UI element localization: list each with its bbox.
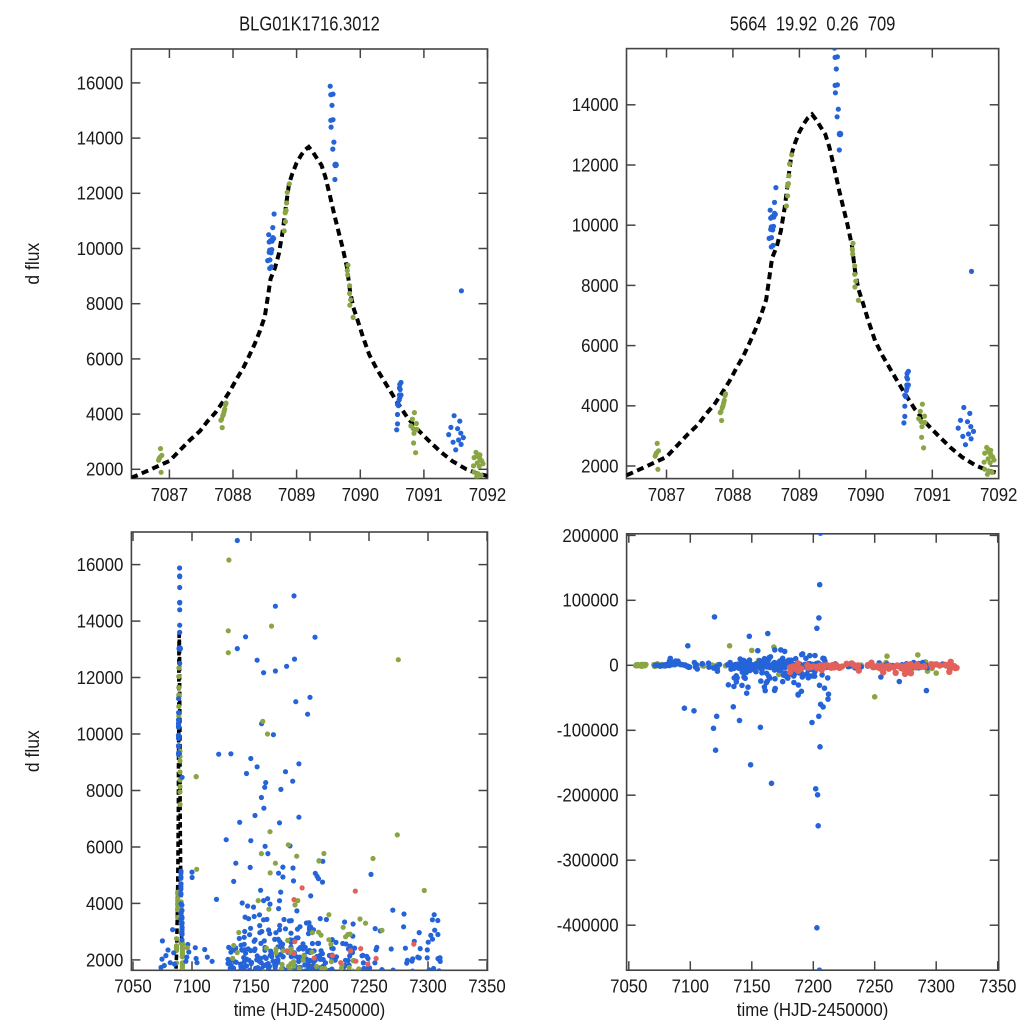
svg-text:14000: 14000 [572, 94, 619, 115]
svg-text:10000: 10000 [77, 238, 124, 259]
svg-text:7250: 7250 [350, 976, 387, 997]
svg-text:7087: 7087 [151, 484, 188, 505]
svg-text:8000: 8000 [86, 293, 123, 314]
svg-text:7300: 7300 [409, 976, 446, 997]
svg-text:7087: 7087 [648, 484, 685, 505]
svg-text:4000: 4000 [581, 395, 618, 416]
svg-text:4000: 4000 [86, 893, 123, 914]
svg-text:12000: 12000 [572, 154, 619, 175]
svg-text:10000: 10000 [77, 723, 124, 744]
svg-text:BLG01K1716.3012: BLG01K1716.3012 [239, 14, 380, 36]
svg-text:12000: 12000 [77, 183, 124, 204]
svg-text:6000: 6000 [86, 836, 123, 857]
svg-text:14000: 14000 [77, 128, 124, 149]
svg-text:2000: 2000 [86, 949, 123, 970]
svg-text:0: 0 [609, 655, 618, 676]
svg-text:7100: 7100 [672, 976, 709, 997]
svg-text:10000: 10000 [572, 215, 619, 236]
svg-text:7050: 7050 [114, 976, 151, 997]
svg-text:7089: 7089 [781, 484, 818, 505]
svg-text:2000: 2000 [581, 455, 618, 476]
svg-text:5664 19.92 0.26 709: 5664 19.92 0.26 709 [730, 14, 896, 36]
svg-text:7092: 7092 [980, 484, 1017, 505]
svg-text:7092: 7092 [469, 484, 506, 505]
svg-text:7150: 7150 [733, 976, 770, 997]
svg-text:7091: 7091 [914, 484, 951, 505]
svg-text:7300: 7300 [918, 976, 955, 997]
svg-text:7200: 7200 [795, 976, 832, 997]
svg-text:d flux: d flux [23, 242, 44, 284]
svg-text:16000: 16000 [77, 72, 124, 93]
svg-text:-100000: -100000 [557, 720, 619, 741]
svg-text:7090: 7090 [342, 484, 379, 505]
svg-text:6000: 6000 [86, 348, 123, 369]
svg-text:7350: 7350 [979, 976, 1016, 997]
svg-text:8000: 8000 [581, 275, 618, 296]
svg-text:7150: 7150 [232, 976, 269, 997]
svg-text:7250: 7250 [856, 976, 893, 997]
svg-text:12000: 12000 [77, 667, 124, 688]
svg-text:2000: 2000 [86, 459, 123, 480]
svg-text:7089: 7089 [278, 484, 315, 505]
svg-text:-400000: -400000 [557, 915, 619, 936]
svg-text:7200: 7200 [291, 976, 328, 997]
svg-text:4000: 4000 [86, 404, 123, 425]
svg-text:16000: 16000 [77, 554, 124, 575]
svg-text:-200000: -200000 [557, 785, 619, 806]
svg-text:6000: 6000 [581, 335, 618, 356]
svg-text:200000: 200000 [562, 525, 618, 546]
svg-text:7090: 7090 [847, 484, 884, 505]
svg-text:d flux: d flux [23, 730, 44, 772]
svg-text:7088: 7088 [714, 484, 751, 505]
svg-text:7100: 7100 [173, 976, 210, 997]
svg-text:time (HJD-2450000): time (HJD-2450000) [737, 999, 889, 1020]
svg-text:time (HJD-2450000): time (HJD-2450000) [234, 999, 386, 1020]
svg-text:7350: 7350 [468, 976, 505, 997]
svg-text:7091: 7091 [405, 484, 442, 505]
svg-text:-300000: -300000 [557, 850, 619, 871]
svg-text:7050: 7050 [610, 976, 647, 997]
svg-text:7088: 7088 [214, 484, 251, 505]
svg-text:14000: 14000 [77, 611, 124, 632]
svg-text:8000: 8000 [86, 780, 123, 801]
svg-text:100000: 100000 [562, 590, 618, 611]
